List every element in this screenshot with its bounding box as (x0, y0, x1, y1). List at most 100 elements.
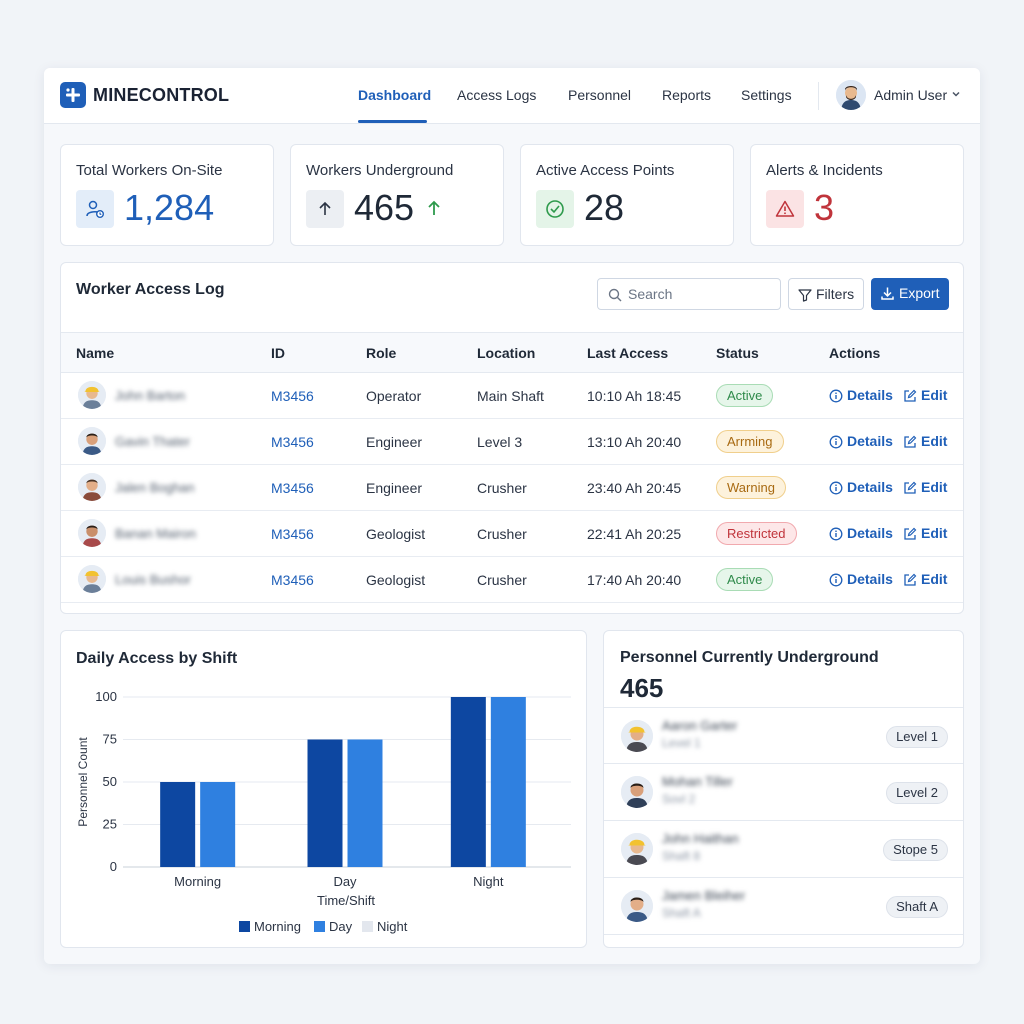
list-item[interactable]: Mohan Tiller Sovl 2 Level 2 (604, 764, 963, 821)
table-row[interactable]: Louis Bushor M3456 Geologist Crusher 17:40 A… (61, 557, 963, 603)
divider (818, 82, 819, 110)
admin-user-name[interactable]: Admin User (874, 87, 948, 103)
location-badge: Stope 5 (883, 839, 948, 861)
table-row[interactable]: Jalen Boghan M3456 Engineer Crusher 23:40 Ah… (61, 465, 963, 511)
stat-value: 1,284 (124, 187, 215, 228)
filters-button[interactable]: Filters (788, 278, 864, 310)
worker-id[interactable]: M3456 (271, 572, 314, 588)
location-badge: Level 1 (886, 726, 948, 748)
arrow-up-icon (306, 190, 344, 228)
worker-id[interactable]: M3456 (271, 526, 314, 542)
bar-day-morning (200, 782, 236, 867)
status-badge: Arrming (716, 430, 784, 453)
worker-last-access: 22:41 Ah 20:25 (587, 526, 682, 542)
bar-day-day (347, 739, 383, 867)
table-header: Name ID Role Location Last Access Status… (61, 332, 963, 373)
person-name: Jamen Bleiher (662, 888, 746, 903)
nav-settings[interactable]: Settings (741, 87, 792, 103)
status-badge: Warning (716, 476, 786, 499)
details-label: Details (847, 479, 893, 495)
stat-title: Active Access Points (536, 162, 675, 179)
warning-icon (766, 190, 804, 228)
top-navigation-bar: MINECONTROL Dashboard Access Logs Person… (44, 68, 980, 124)
location-badge: Level 2 (886, 782, 948, 804)
list-item[interactable]: Aaron Garter Level 1 Level 1 (604, 707, 963, 764)
details-label: Details (847, 525, 893, 541)
legend-swatch (362, 921, 373, 932)
app-window: MINECONTROL Dashboard Access Logs Person… (44, 68, 980, 964)
y-tick-label: 25 (103, 817, 117, 832)
nav-personnel[interactable]: Personnel (568, 87, 632, 103)
nav-reports[interactable]: Reports (662, 87, 712, 103)
worker-role: Geologist (366, 526, 426, 542)
worker-name: Jalen Boghan (115, 480, 195, 495)
info-icon (829, 481, 843, 495)
chart-title: Daily Access by Shift (76, 650, 238, 667)
search-input[interactable]: Search (597, 278, 781, 310)
bar-morning-night (450, 697, 486, 867)
person-name: John Haithan (662, 831, 739, 846)
chevron-down-icon[interactable] (950, 88, 962, 100)
details-label: Details (847, 571, 893, 587)
column-header-actions: Actions (829, 345, 881, 361)
active-tab-indicator (358, 120, 427, 123)
nav-access-logs[interactable]: Access Logs (457, 87, 537, 103)
worker-location: Crusher (477, 572, 527, 588)
edit-icon (904, 527, 917, 540)
stat-value: 465 (354, 187, 415, 228)
search-icon (608, 288, 622, 302)
worker-name: Gavin Thater (115, 434, 190, 449)
worker-id[interactable]: M3456 (271, 388, 314, 404)
worker-name: Banan Mairon (115, 526, 196, 541)
legend-label: Night (377, 919, 408, 934)
worker-name: John Barton (115, 388, 186, 403)
status-badge: Active (716, 384, 774, 407)
edit-label: Edit (921, 525, 948, 541)
stat-card-total-workers: Total Workers On-Site 1,284 (60, 144, 274, 246)
column-header-status[interactable]: Status (716, 345, 759, 361)
edit-icon (904, 435, 917, 448)
worker-id[interactable]: M3456 (271, 434, 314, 450)
column-header-role[interactable]: Role (366, 345, 397, 361)
bar-chart: 100 75 50 25 0 Morning Day Night Time/Shift Perso… (76, 689, 571, 908)
column-header-name[interactable]: Name (76, 345, 115, 361)
worker-access-log-panel: Worker Access Log Search Filters Export … (60, 262, 964, 614)
avatar (78, 565, 106, 593)
avatar (621, 890, 653, 922)
nav-dashboard[interactable]: Dashboard (358, 87, 432, 103)
location-badge: Shaft A (886, 896, 948, 918)
column-header-last-access[interactable]: Last Access (587, 345, 669, 361)
worker-role: Engineer (366, 434, 423, 450)
avatar (78, 427, 106, 455)
edit-label: Edit (921, 479, 948, 495)
column-header-id[interactable]: ID (271, 345, 285, 361)
bar-day-night (490, 697, 526, 867)
edit-icon (904, 573, 917, 586)
worker-role: Operator (366, 388, 422, 404)
status-badge: Restricted (716, 522, 797, 545)
table-row[interactable]: Gavin Thater M3456 Engineer Level 3 13:10 Ah… (61, 419, 963, 465)
person-name: Aaron Garter (662, 718, 738, 733)
filters-label: Filters (816, 286, 855, 302)
y-tick-label: 50 (103, 774, 117, 789)
column-header-location[interactable]: Location (477, 345, 536, 361)
admin-avatar[interactable] (836, 80, 866, 110)
y-tick-label: 75 (103, 732, 117, 747)
worker-name: Louis Bushor (115, 572, 191, 587)
avatar (78, 519, 106, 547)
logo-icon[interactable] (60, 82, 86, 108)
underground-count: 465 (620, 673, 664, 703)
avatar (621, 720, 653, 752)
table-row[interactable]: Banan Mairon M3456 Geologist Crusher 22:41 A… (61, 511, 963, 557)
list-item[interactable]: John Haithan Shaft 8 Stope 5 (604, 821, 963, 878)
export-button[interactable]: Export (871, 278, 949, 310)
details-label: Details (847, 433, 893, 449)
list-item[interactable]: Jamen Bleiher Shaft A Shaft A (604, 878, 963, 935)
user-clock-icon (76, 190, 114, 228)
worker-id[interactable]: M3456 (271, 480, 314, 496)
worker-last-access: 23:40 Ah 20:45 (587, 480, 682, 496)
table-row[interactable]: John Barton M3456 Operator Main Shaft 10:10 … (61, 373, 963, 419)
worker-location: Main Shaft (477, 388, 544, 404)
edit-label: Edit (921, 433, 948, 449)
edit-label: Edit (921, 387, 948, 403)
